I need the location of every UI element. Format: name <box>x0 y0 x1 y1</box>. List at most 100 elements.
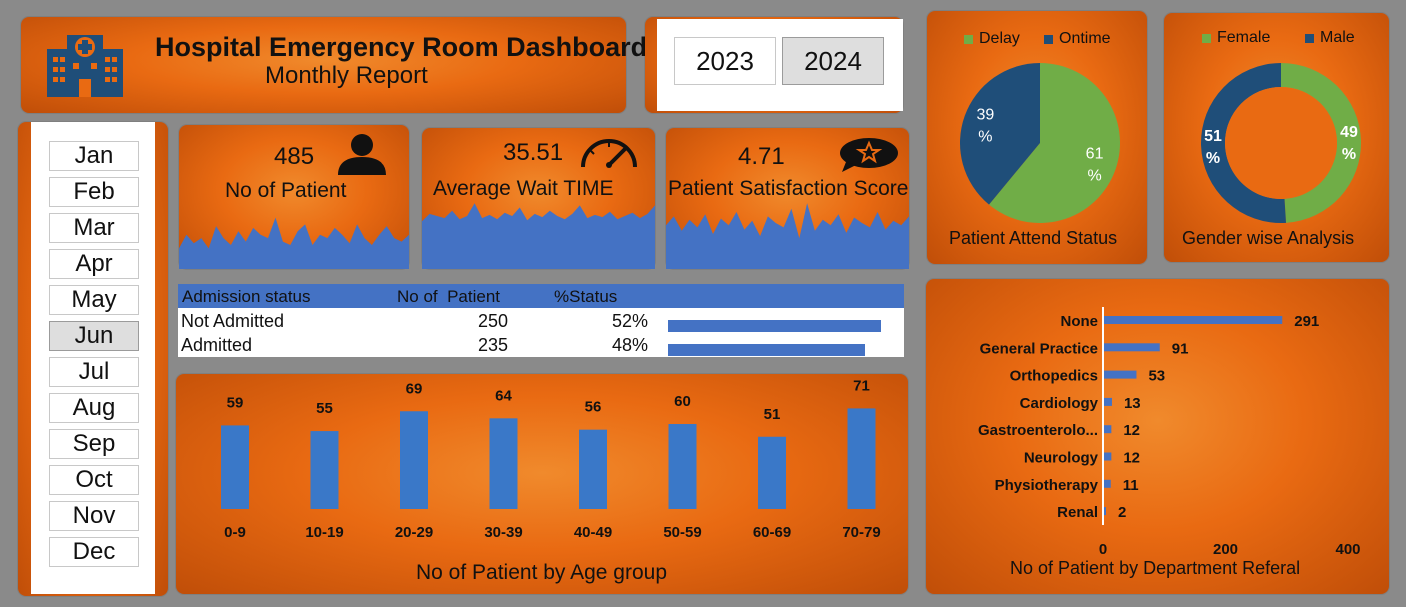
sparkline-area <box>422 203 655 269</box>
year-2024-button[interactable]: 2024 <box>782 37 884 85</box>
gender-legend-male: Male <box>1305 29 1355 47</box>
age-bar-value: 69 <box>406 380 423 397</box>
month-mar-button[interactable]: Mar <box>49 213 139 243</box>
row-admitted-status: Admitted <box>181 335 253 355</box>
kpi-wait-panel <box>422 128 655 269</box>
attend-status-pie: 61% 39% <box>960 63 1120 223</box>
dept-bar-value: 2 <box>1118 504 1126 521</box>
header-panel <box>21 17 626 113</box>
attend-legend-delay: Delay <box>964 30 1020 48</box>
kpi-wait-value: 35.51 <box>503 139 564 166</box>
slice-label: % <box>978 128 992 145</box>
speedometer-icon <box>581 139 637 168</box>
dept-bar <box>1104 479 1111 488</box>
month-aug-button[interactable]: Aug <box>49 393 139 423</box>
dept-category-label: Physiotherapy <box>995 477 1099 494</box>
month-sep-button[interactable]: Sep <box>49 429 139 459</box>
dashboard-subtitle: Monthly Report <box>265 62 428 89</box>
attend-legend-ontime: Ontime <box>1044 30 1111 48</box>
female-swatch <box>1202 33 1211 43</box>
admission-table: Admission status No of Patient %Status N… <box>178 284 904 357</box>
age-bar-30-39 <box>489 418 518 509</box>
age-bar-60-69 <box>758 436 786 509</box>
slice-label: 49 <box>1340 124 1358 141</box>
wait-sparkline <box>422 203 655 269</box>
gender-donut: 49% 51% <box>1200 63 1361 224</box>
row-not-admitted-pct: 52% <box>612 311 649 331</box>
satisfaction-sparkline <box>666 203 909 269</box>
dept-bar <box>1104 343 1160 352</box>
dept-bar-value: 13 <box>1124 395 1141 412</box>
month-dec-button[interactable]: Dec <box>49 537 139 567</box>
admission-table-header <box>178 284 904 308</box>
dept-bar-value: 291 <box>1294 313 1319 330</box>
age-bar-50-59 <box>668 424 697 509</box>
slice-delay <box>989 63 1120 223</box>
slice-male <box>1200 63 1287 224</box>
slice-label: 51 <box>1204 128 1222 145</box>
dept-bar <box>1104 316 1283 324</box>
attend-chart-title: Patient Attend Status <box>949 228 1118 248</box>
dept-bar <box>1104 397 1112 406</box>
kpi-satisfaction-label: Patient Satisfaction Score <box>668 177 909 200</box>
header-status-pct: %Status <box>554 287 618 306</box>
hospital-icon <box>47 35 123 97</box>
age-category-label: 40-49 <box>574 524 612 541</box>
sparkline-area <box>179 217 409 269</box>
dept-category-label: Renal <box>1057 504 1098 521</box>
dept-xtick: 0 <box>1099 541 1107 558</box>
kpi-wait-label: Average Wait TIME <box>433 177 614 200</box>
patients-sparkline <box>179 217 409 269</box>
dept-bar <box>1104 452 1112 461</box>
month-oct-button[interactable]: Oct <box>49 465 139 495</box>
dept-category-label: Cardiology <box>1020 395 1099 412</box>
kpi-patients-label: No of Patient <box>225 179 347 202</box>
slice-label: % <box>1206 150 1220 167</box>
dept-category-label: General Practice <box>980 340 1098 357</box>
dept-chart-panel <box>926 279 1389 594</box>
age-bar-value: 64 <box>495 387 512 404</box>
age-bar-70-79 <box>847 408 876 509</box>
age-bar-40-49 <box>579 429 607 509</box>
gender-legend-female: Female <box>1202 29 1270 47</box>
age-category-label: 30-39 <box>484 524 522 541</box>
dept-bar-value: 12 <box>1123 422 1140 439</box>
gender-chart-title: Gender wise Analysis <box>1182 228 1355 248</box>
gender-legend-female-label: Female <box>1217 29 1271 46</box>
month-jul-button[interactable]: Jul <box>49 357 139 387</box>
age-bar-value: 59 <box>227 394 244 411</box>
row-admitted-count: 235 <box>478 335 509 355</box>
row-admitted-bar <box>668 344 865 356</box>
star-speech-icon <box>840 138 898 172</box>
month-nov-button[interactable]: Nov <box>49 501 139 531</box>
slice-label: 39 <box>977 106 995 123</box>
age-category-label: 60-69 <box>753 524 791 541</box>
slice-ontime <box>960 63 1040 205</box>
dept-xtick: 400 <box>1335 541 1360 558</box>
month-feb-button[interactable]: Feb <box>49 177 139 207</box>
attend-legend-delay-label: Delay <box>979 30 1020 47</box>
row-admitted-pct: 48% <box>612 335 649 355</box>
donut-hole <box>1225 87 1337 199</box>
sparkline-area <box>666 203 909 269</box>
slice-female <box>1281 63 1361 223</box>
slice-label: 61 <box>1086 146 1104 163</box>
dept-bar-value: 12 <box>1123 450 1140 467</box>
year-2023-button[interactable]: 2023 <box>674 37 776 85</box>
age-category-label: 20-29 <box>395 524 433 541</box>
age-category-label: 70-79 <box>842 524 880 541</box>
month-jun-button[interactable]: Jun <box>49 321 139 351</box>
age-bar-value: 55 <box>316 400 333 417</box>
ontime-swatch <box>1044 34 1053 44</box>
month-apr-button[interactable]: Apr <box>49 249 139 279</box>
dept-bar-value: 11 <box>1123 477 1139 494</box>
row-not-admitted-status: Not Admitted <box>181 311 285 331</box>
age-category-label: 0-9 <box>224 524 246 541</box>
header-admission-status: Admission status <box>182 287 311 306</box>
dashboard-title: Hospital Emergency Room Dashboard <box>155 32 648 62</box>
month-jan-button[interactable]: Jan <box>49 141 139 171</box>
month-may-button[interactable]: May <box>49 285 139 315</box>
dept-category-label: Gastroenterolo... <box>978 422 1098 439</box>
kpi-patients-value: 485 <box>274 143 315 170</box>
male-swatch <box>1305 33 1314 43</box>
